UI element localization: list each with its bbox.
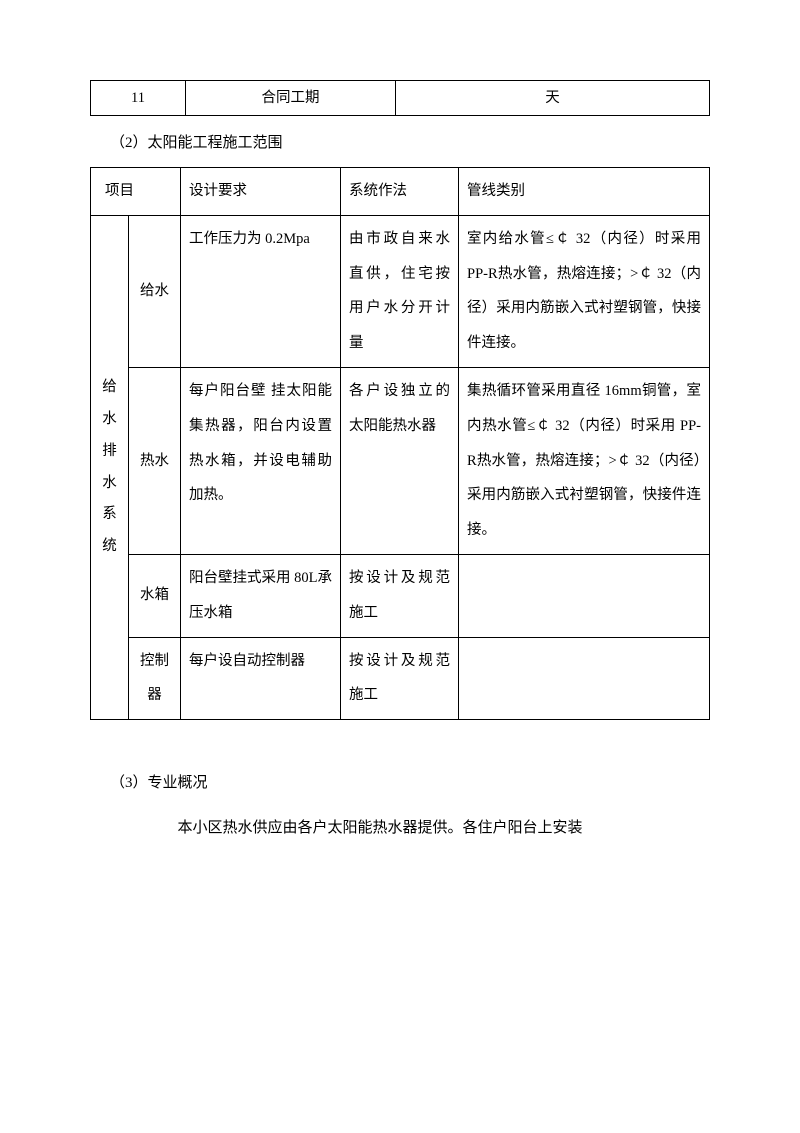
cell-sys: 由市政自来水直供，住宅按用户水分开计量 (341, 215, 459, 367)
header-pipeline: 管线类别 (459, 168, 710, 216)
table-row: 11 合同工期 天 (91, 81, 710, 116)
sub-supply: 给水 (129, 215, 181, 367)
cell-req: 每户设自动控制器 (181, 637, 341, 720)
cell-sys: 各户设独立的太阳能热水器 (341, 368, 459, 555)
scope-table: 项目 设计要求 系统作法 管线类别 给水排水系统 给水 工作压力为 0.2Mpa… (90, 167, 710, 720)
sub-hotwater: 热水 (129, 368, 181, 555)
overview-paragraph: 本小区热水供应由各户太阳能热水器提供。各住户阳台上安装 (140, 815, 710, 842)
cell-pipe: 集热循环管采用直径 16mm铜管，室内热水管≤￠ 32（内径）时采用 PP-R热… (459, 368, 710, 555)
cell-label: 合同工期 (186, 81, 396, 116)
cell-sys: 按设计及规范施工 (341, 637, 459, 720)
cell-value: 天 (396, 81, 710, 116)
group-water-system: 给水排水系统 (91, 215, 129, 719)
table-row: 控制器 每户设自动控制器 按设计及规范施工 (91, 637, 710, 720)
table-header-row: 项目 设计要求 系统作法 管线类别 (91, 168, 710, 216)
section-title-scope: （2）太阳能工程施工范围 (110, 130, 710, 157)
table-row: 给水排水系统 给水 工作压力为 0.2Mpa 由市政自来水直供，住宅按用户水分开… (91, 215, 710, 367)
cell-req: 阳台壁挂式采用 80L承压水箱 (181, 555, 341, 638)
sub-controller: 控制器 (129, 637, 181, 720)
sub-tank: 水箱 (129, 555, 181, 638)
cell-req: 每户阳台壁 挂太阳能集热器，阳台内设置热水箱，并设电辅助加热。 (181, 368, 341, 555)
cell-req: 工作压力为 0.2Mpa (181, 215, 341, 367)
cell-seq: 11 (91, 81, 186, 116)
cell-pipe: 室内给水管≤￠ 32（内径）时采用 PP-R热水管，热熔连接；>￠ 32（内径）… (459, 215, 710, 367)
header-project: 项目 (91, 168, 181, 216)
cell-pipe (459, 637, 710, 720)
header-system: 系统作法 (341, 168, 459, 216)
cell-sys: 按设计及规范施工 (341, 555, 459, 638)
table-row: 水箱 阳台壁挂式采用 80L承压水箱 按设计及规范施工 (91, 555, 710, 638)
section-title-overview: （3）专业概况 (110, 770, 710, 797)
contract-duration-table: 11 合同工期 天 (90, 80, 710, 116)
header-requirement: 设计要求 (181, 168, 341, 216)
table-row: 热水 每户阳台壁 挂太阳能集热器，阳台内设置热水箱，并设电辅助加热。 各户设独立… (91, 368, 710, 555)
cell-pipe (459, 555, 710, 638)
